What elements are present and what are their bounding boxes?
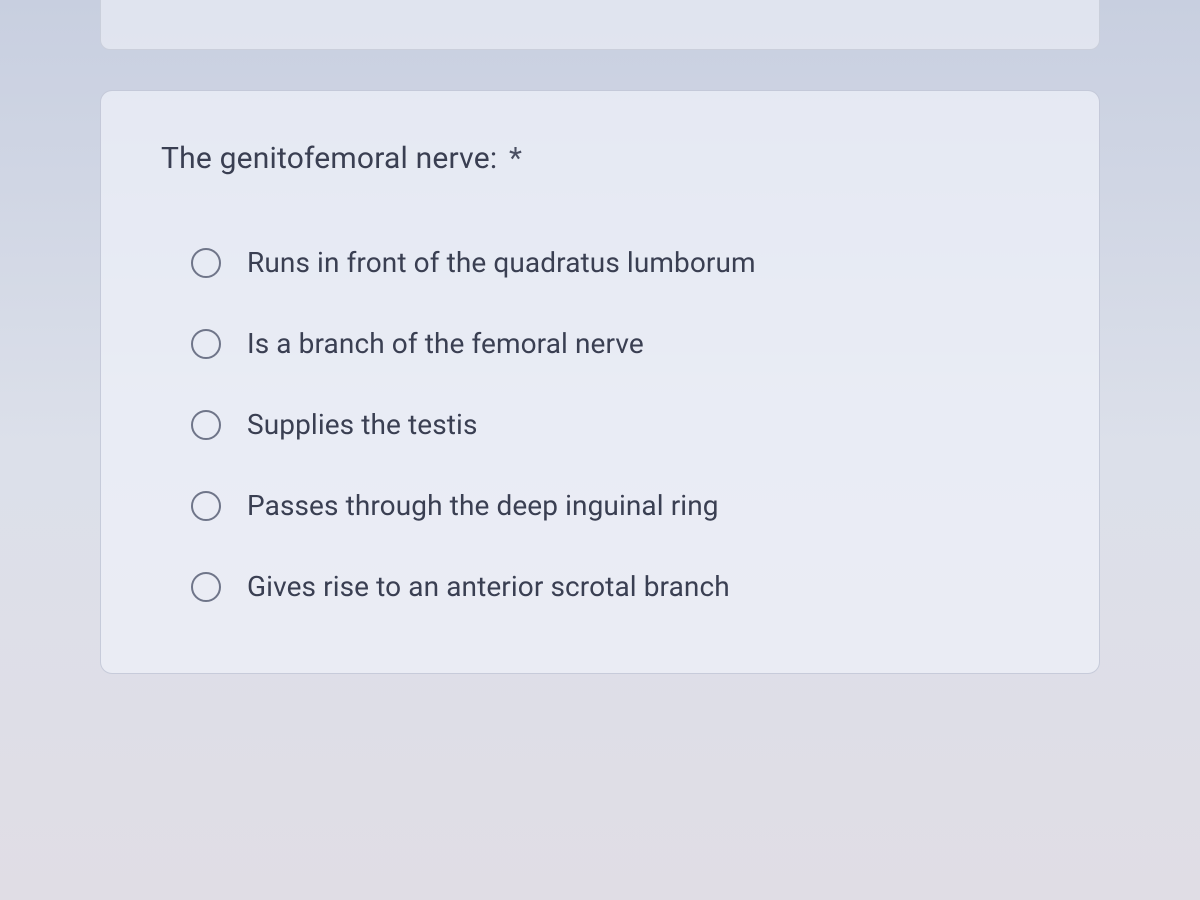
option-row-4[interactable]: Gives rise to an anterior scrotal branch [191,570,1039,603]
option-row-0[interactable]: Runs in front of the quadratus lumborum [191,246,1039,279]
options-list: Runs in front of the quadratus lumborum … [161,246,1039,603]
option-label: Is a branch of the femoral nerve [247,327,644,360]
question-title: The genitofemoral nerve: * [161,141,1039,176]
question-title-text: The genitofemoral nerve: [161,141,497,176]
required-marker: * [509,141,522,176]
option-label: Gives rise to an anterior scrotal branch [247,570,730,603]
option-label: Passes through the deep inguinal ring [247,489,719,522]
option-row-1[interactable]: Is a branch of the femoral nerve [191,327,1039,360]
radio-icon[interactable] [191,410,221,440]
option-row-2[interactable]: Supplies the testis [191,408,1039,441]
question-card: The genitofemoral nerve: * Runs in front… [100,90,1100,674]
previous-card-bottom-edge [100,0,1100,50]
radio-icon[interactable] [191,248,221,278]
radio-icon[interactable] [191,572,221,602]
radio-icon[interactable] [191,329,221,359]
option-label: Supplies the testis [247,408,478,441]
option-row-3[interactable]: Passes through the deep inguinal ring [191,489,1039,522]
radio-icon[interactable] [191,491,221,521]
option-label: Runs in front of the quadratus lumborum [247,246,756,279]
